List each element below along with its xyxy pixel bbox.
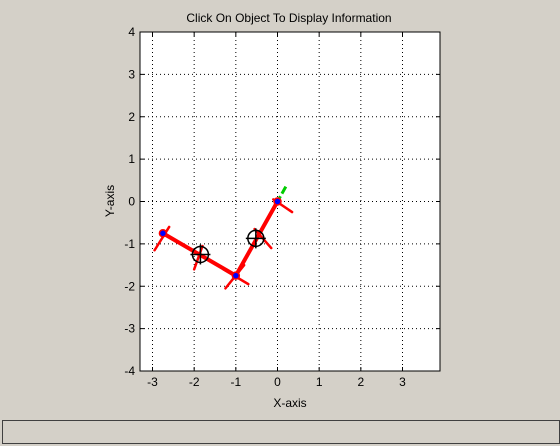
axes-background[interactable] [139,31,441,372]
status-bar [2,420,560,444]
y-tick-label: 3 [128,67,135,81]
center-of-mass-marker[interactable] [245,228,266,249]
tick-marks [140,31,440,372]
grid-lines [140,31,440,372]
y-tick-label: 1 [128,152,135,166]
x-axis-label: X-axis [273,396,306,410]
link-end-tick [153,225,171,252]
x-tick-label: 3 [399,375,406,389]
tick-labels: -3 -2 -1 0 1 2 3 -4 -3 -2 -1 0 1 2 3 4 [124,25,406,389]
y-axis-label: Y-axis [103,185,117,217]
joint-marker[interactable] [158,229,168,238]
y-tick-label: -3 [124,322,135,336]
center-of-mass-marker[interactable] [190,244,211,265]
x-tick-label: -1 [230,375,241,389]
y-tick-label: 2 [128,110,135,124]
x-tick-label: 0 [274,375,281,389]
plot-area[interactable]: Click On Object To Display Information -… [0,0,560,420]
y-tick-label: 0 [128,195,135,209]
x-tick-label: 2 [357,375,364,389]
joint-markers[interactable] [158,197,282,280]
x-tick-label: 1 [316,375,323,389]
plot-title: Click On Object To Display Information [186,11,391,25]
y-tick-label: 4 [128,25,135,39]
joint-marker[interactable] [231,271,241,280]
joint-marker[interactable] [273,197,282,206]
y-tick-label: -2 [124,279,135,293]
center-of-mass-markers[interactable] [190,228,266,265]
y-tick-label: -4 [124,364,135,378]
x-tick-label: -2 [189,375,200,389]
y-tick-label: -1 [124,237,135,251]
x-tick-label: -3 [147,375,158,389]
